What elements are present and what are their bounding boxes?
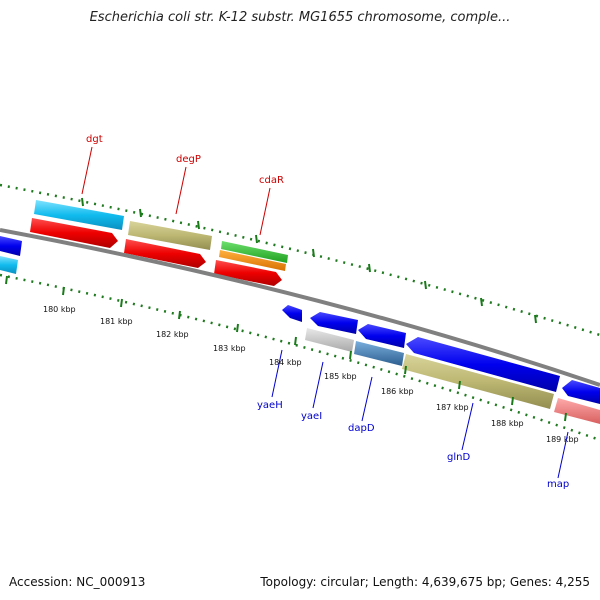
gene-label-degP[interactable]: degP	[176, 154, 201, 165]
kbp-label: 187 kbp	[436, 403, 469, 412]
kbp-tick	[294, 336, 297, 346]
leader-line	[175, 166, 187, 215]
kbp-label: 183 kbp	[213, 344, 246, 353]
accession-text: Accession: NC_000913	[9, 575, 146, 589]
outer-tick	[424, 280, 427, 290]
outer-tick	[255, 234, 258, 244]
kbp-label: 184 kbp	[269, 358, 302, 367]
outer-tick	[81, 197, 84, 207]
gene-label-map[interactable]: map	[547, 479, 569, 490]
kbp-tick	[349, 350, 352, 360]
gene-arrow	[354, 341, 404, 366]
map-title: Escherichia coli str. K-12 substr. MG165…	[89, 10, 511, 25]
leader-line	[81, 146, 93, 195]
top-label-leaders	[81, 146, 271, 236]
gene-arrow	[305, 328, 354, 352]
genome-summary-text: Topology: circular; Length: 4,639,675 bp…	[260, 575, 590, 589]
lower-strand-features	[282, 305, 600, 424]
kbp-tick	[458, 380, 461, 390]
bottom-label-leaders	[271, 349, 569, 479]
gene-label-dgt[interactable]: dgt	[86, 134, 103, 145]
outer-tick	[368, 263, 371, 273]
kbp-tick	[511, 396, 514, 406]
chromosome-backbone	[0, 228, 600, 387]
gene-arrow	[34, 200, 124, 230]
kbp-tick	[120, 298, 123, 308]
gene-arrow	[0, 236, 22, 256]
kbp-label: 182 kbp	[156, 330, 189, 339]
gene-label-yaeI[interactable]: yaeI	[301, 411, 322, 422]
leader-line	[557, 431, 569, 479]
kbp-label: 189 kbp	[546, 435, 579, 444]
leader-line	[259, 187, 271, 236]
gene-arrow	[124, 239, 206, 268]
gene-arrow	[406, 337, 560, 392]
kbp-label: 188 kbp	[491, 419, 524, 428]
gene-arrow	[219, 250, 286, 271]
gene-arrow	[221, 241, 288, 263]
top-gene-labels: dgt degP cdaR	[86, 134, 284, 186]
outer-dotted-arc	[0, 183, 600, 337]
kbp-tick	[564, 412, 567, 422]
gene-arrow	[0, 256, 18, 274]
leader-line	[271, 349, 283, 398]
gene-label-cdaR[interactable]: cdaR	[259, 175, 284, 186]
kbp-tick	[178, 310, 181, 320]
leader-line	[461, 402, 474, 451]
inner-major-ticks	[5, 275, 567, 422]
kbp-label: 186 kbp	[381, 387, 414, 396]
inner-tick-track: 180 kbp 181 kbp 182 kbp 183 kbp 184 kbp …	[0, 273, 600, 444]
gene-label-yaeH[interactable]: yaeH	[257, 400, 283, 411]
kbp-tick	[236, 323, 239, 333]
gene-arrow	[128, 221, 212, 250]
kbp-label: 185 kbp	[324, 372, 357, 381]
upper-strand-features	[0, 200, 288, 286]
bottom-gene-labels: yaeH yaeI dapD glnD map	[257, 400, 569, 490]
kbp-tick	[5, 275, 8, 285]
kbp-labels: 180 kbp 181 kbp 182 kbp 183 kbp 184 kbp …	[43, 305, 579, 444]
kbp-tick	[404, 365, 407, 375]
outer-tick	[534, 314, 537, 324]
gene-arrow	[310, 312, 358, 334]
gene-label-glnD[interactable]: glnD	[447, 452, 470, 463]
gene-label-dapD[interactable]: dapD	[348, 423, 375, 434]
outer-tick	[480, 297, 483, 307]
outer-major-ticks	[81, 197, 537, 324]
gene-arrow	[562, 380, 600, 404]
outer-tick	[139, 208, 142, 218]
outer-tick-track	[0, 183, 600, 337]
kbp-tick	[62, 286, 65, 296]
gene-arrow	[554, 398, 600, 424]
gene-arrow	[282, 305, 302, 322]
outer-tick	[197, 220, 200, 230]
gene-arrow	[402, 354, 554, 409]
kbp-label: 181 kbp	[100, 317, 133, 326]
kbp-label: 180 kbp	[43, 305, 76, 314]
gene-arrow	[30, 218, 118, 248]
leader-line	[312, 361, 324, 409]
leader-line	[361, 376, 373, 422]
outer-tick	[312, 248, 315, 258]
gene-arrow	[358, 324, 406, 348]
gene-arrow	[214, 260, 282, 286]
